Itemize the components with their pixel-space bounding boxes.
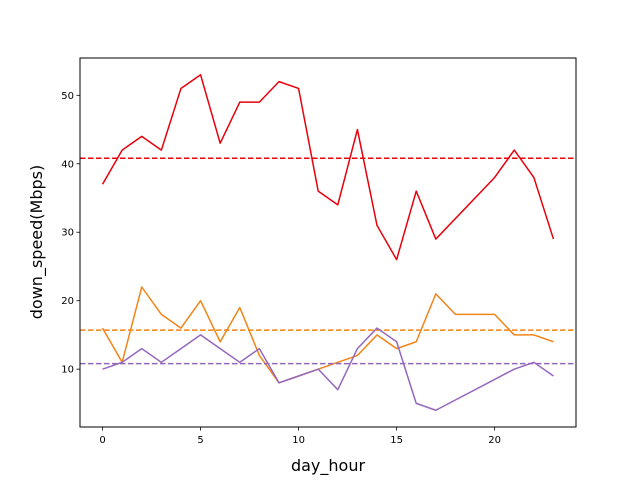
series-line-1 [101, 74, 555, 261]
y-axis-label: down_speed(Mbps) [27, 165, 47, 319]
series-line-3 [102, 327, 554, 411]
x-tick-label: 20 [488, 435, 501, 446]
x-tick-label: 10 [292, 435, 305, 446]
y-tick-label: 10 [61, 365, 74, 376]
y-axis-ticks: 10 20 30 40 50 [61, 91, 80, 376]
x-tick-label: 5 [197, 435, 203, 446]
x-axis-ticks: 0 5 10 15 20 [99, 427, 501, 446]
y-tick-label: 40 [61, 159, 74, 170]
series-line-2 [101, 286, 554, 384]
y-tick-label: 50 [61, 91, 74, 102]
x-tick-label: 0 [99, 435, 105, 446]
x-tick-label: 15 [390, 435, 403, 446]
plot-frame [79, 57, 577, 428]
y-tick-label: 30 [61, 228, 74, 239]
x-axis-label: day_hour [291, 456, 366, 476]
series-lines [80, 74, 576, 411]
y-tick-label: 20 [61, 296, 74, 307]
